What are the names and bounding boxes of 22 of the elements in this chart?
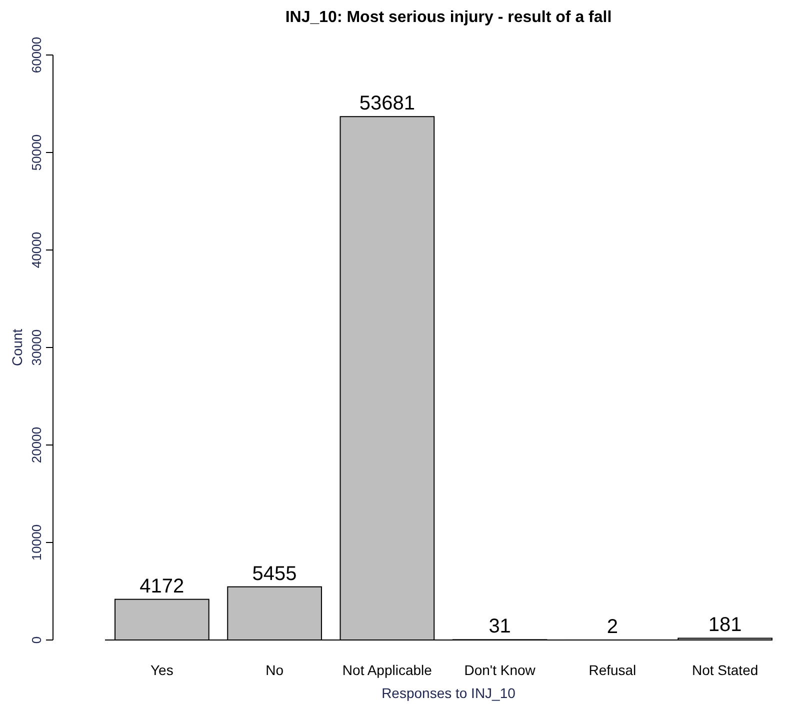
x-tick-label: Not Stated — [692, 662, 758, 678]
chart-title: INJ_10: Most serious injury - result of a fall — [285, 9, 612, 26]
y-tick-label: 20000 — [29, 426, 44, 464]
x-tick-label: Refusal — [588, 662, 636, 678]
y-tick-label: 30000 — [29, 329, 44, 366]
x-tick-label: Yes — [150, 662, 174, 678]
y-tick-label: 50000 — [29, 134, 44, 171]
x-tick-label: Not Applicable — [342, 662, 432, 678]
data-label: 2 — [606, 616, 618, 638]
data-label: 53681 — [359, 92, 415, 115]
data-label: 5455 — [252, 562, 297, 585]
data-label: 181 — [708, 614, 742, 636]
y-tick-label: 60000 — [29, 36, 44, 74]
y-tick-label: 40000 — [29, 232, 44, 268]
y-tick-label: 0 — [29, 636, 44, 644]
x-tick-label: No — [266, 662, 284, 678]
y-tick-label: 10000 — [29, 524, 44, 561]
x-axis-title: Responses to INJ_10 — [382, 685, 516, 701]
x-tick-label: Don't Know — [464, 662, 536, 678]
data-label: 31 — [488, 616, 511, 638]
data-label: 4172 — [140, 575, 184, 598]
y-axis-title: Count — [9, 328, 25, 366]
